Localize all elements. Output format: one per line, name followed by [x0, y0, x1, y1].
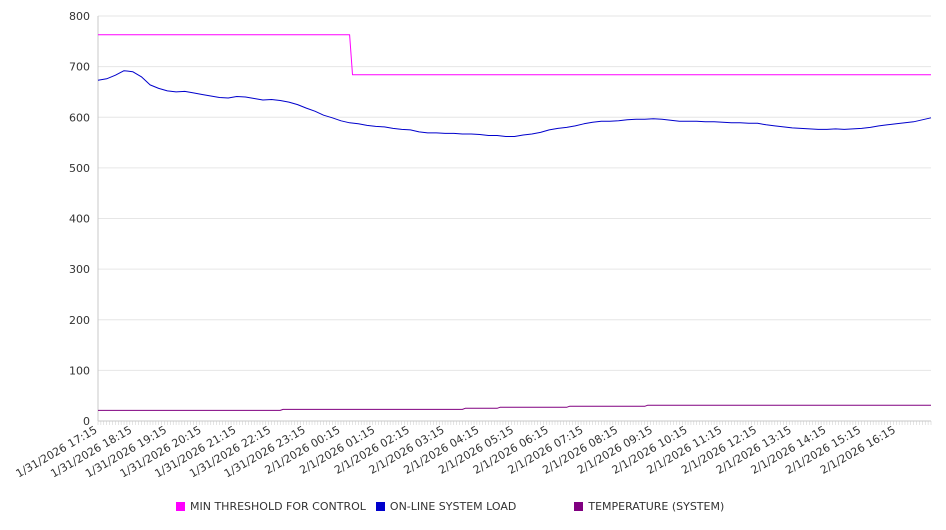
legend-item-min-threshold[interactable]: MIN THRESHOLD FOR CONTROL [176, 500, 366, 513]
y-tick-label-600: 600 [69, 111, 90, 124]
legend-swatch-temperature [574, 501, 584, 511]
legend-item-system-load[interactable]: ON-LINE SYSTEM LOAD [375, 499, 517, 513]
legend-label-temperature: TEMPERATURE (SYSTEM) [588, 499, 725, 513]
y-axis-tick-labels: 0 100 200 300 400 500 600 700 800 [69, 10, 90, 428]
legend-label-min-threshold: MIN THRESHOLD FOR CONTROL [190, 499, 366, 513]
series-line-min-threshold [98, 34, 931, 76]
y-tick-label-100: 100 [69, 364, 90, 377]
gridlines [98, 15, 931, 371]
y-tick-label-800: 800 [69, 10, 90, 23]
axes [97, 16, 932, 425]
y-tick-label-700: 700 [69, 61, 90, 74]
y-tick-label-200: 200 [69, 314, 90, 327]
legend-item-temperature[interactable]: TEMPERATURE (SYSTEM) [574, 500, 724, 513]
y-tick-label-300: 300 [69, 263, 90, 276]
series-lines [97, 34, 932, 411]
chart-legend: MIN THRESHOLD FOR CONTROL ON-LINE SYSTEM… [176, 498, 734, 514]
x-axis-tick-labels: 1/31/2026 17:151/31/2026 18:151/31/2026 … [14, 423, 898, 480]
series-line-temperature [98, 404, 931, 411]
legend-label-system-load: ON-LINE SYSTEM LOAD [389, 499, 517, 513]
y-tick-label-500: 500 [69, 162, 90, 175]
y-tick-label-400: 400 [69, 213, 90, 226]
legend-swatch-system-load [375, 501, 385, 511]
legend-swatch-min-threshold [176, 501, 185, 511]
y-tick-label-0: 0 [83, 415, 90, 428]
series-line-system-load [97, 70, 932, 137]
